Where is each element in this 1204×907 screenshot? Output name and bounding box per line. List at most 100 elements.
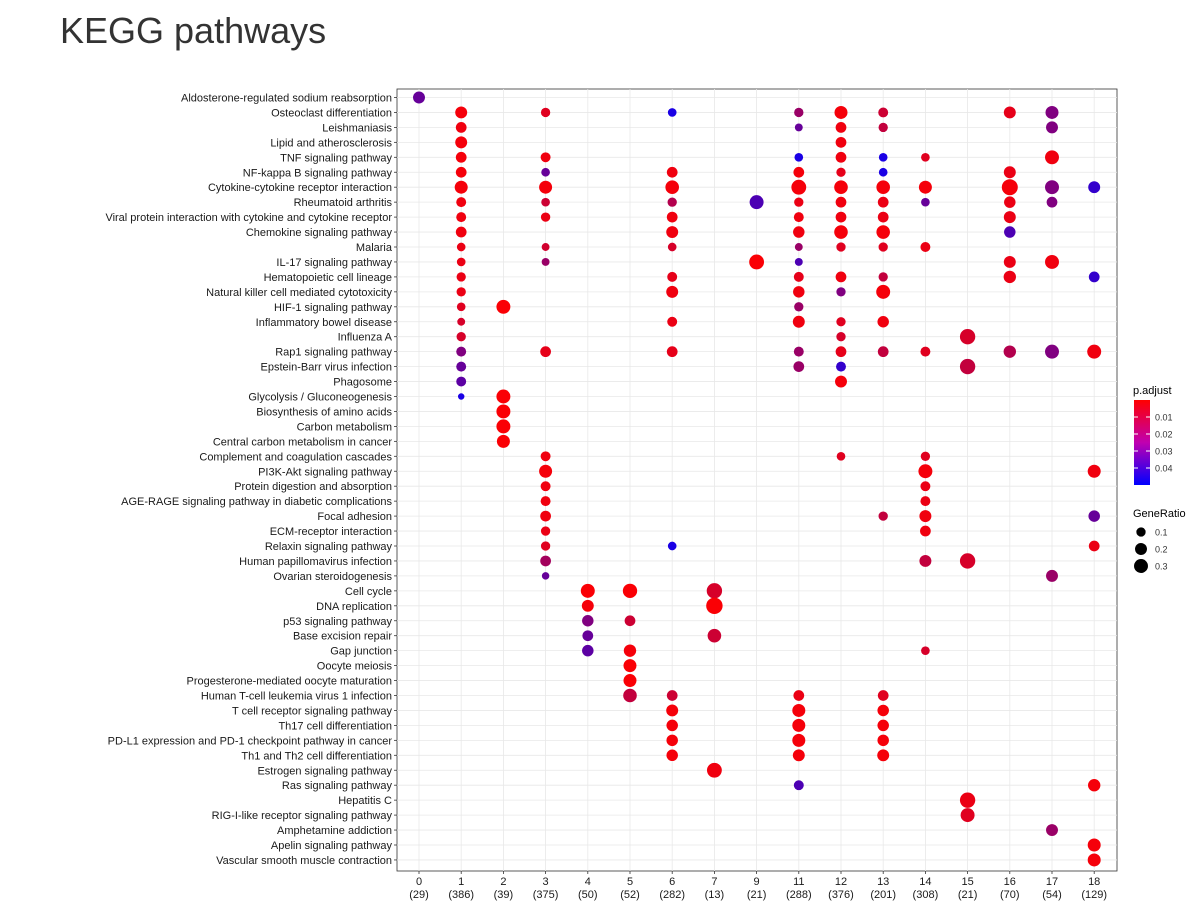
- data-point: [665, 180, 679, 194]
- color-legend: p.adjust 0.01 0.02 0.03 0.04: [1133, 385, 1173, 485]
- data-point: [666, 704, 679, 717]
- data-point: [793, 212, 804, 223]
- x-tick-label: 2: [500, 876, 506, 888]
- y-tick-label: Glycolysis / Gluconeogenesis: [248, 392, 392, 404]
- data-point: [793, 271, 804, 282]
- data-point: [456, 242, 466, 252]
- y-tick-label: T cell receptor signaling pathway: [232, 705, 392, 717]
- x-tick-label: 13: [877, 876, 889, 888]
- data-point: [1045, 344, 1059, 359]
- data-point: [667, 541, 677, 551]
- data-point: [541, 572, 550, 580]
- data-point: [667, 242, 677, 252]
- data-point: [793, 780, 804, 791]
- data-point: [878, 107, 889, 118]
- data-point: [541, 167, 550, 177]
- size-legend-dot: [1135, 543, 1147, 555]
- x-tick-count: (70): [1000, 889, 1020, 901]
- data-point: [706, 583, 723, 599]
- y-tick-label: Oocyte meiosis: [317, 661, 393, 673]
- size-legend-dot: [1136, 527, 1146, 537]
- data-point: [540, 346, 551, 358]
- data-point: [836, 451, 846, 461]
- size-legend-label: 0.2: [1155, 545, 1168, 555]
- data-point: [878, 272, 888, 282]
- x-tick-label: 0: [416, 876, 422, 888]
- data-point: [667, 108, 677, 117]
- x-tick-label: 4: [585, 876, 591, 888]
- data-point: [836, 242, 846, 252]
- data-point: [792, 703, 806, 717]
- data-point: [539, 180, 553, 194]
- data-point: [793, 690, 805, 701]
- data-point: [878, 167, 888, 177]
- data-point: [413, 91, 425, 104]
- data-point: [791, 179, 807, 195]
- y-tick-label: Human T-cell leukemia virus 1 infection: [201, 691, 392, 703]
- data-point: [622, 583, 638, 599]
- x-tick-count: (13): [705, 889, 725, 901]
- data-point: [835, 375, 847, 388]
- data-point: [456, 302, 466, 312]
- y-tick-label: Apelin signaling pathway: [271, 840, 393, 852]
- data-point: [707, 628, 722, 643]
- data-point: [1003, 211, 1016, 224]
- data-point: [456, 197, 467, 208]
- y-tick-label: Viral protein interaction with cytokine …: [105, 212, 392, 224]
- data-point: [456, 376, 467, 387]
- data-point: [457, 317, 466, 326]
- size-legend-dot: [1134, 559, 1148, 573]
- data-point: [836, 332, 846, 342]
- data-point: [540, 212, 551, 222]
- data-point: [666, 690, 678, 701]
- y-tick-label: Focal adhesion: [317, 511, 392, 523]
- data-point: [877, 316, 889, 328]
- data-point: [920, 242, 931, 252]
- data-point: [792, 718, 806, 732]
- data-point: [1045, 105, 1059, 119]
- y-tick-label: Progesterone-mediated oocyte maturation: [187, 676, 392, 688]
- data-point: [1088, 271, 1100, 283]
- data-point: [877, 211, 889, 223]
- color-legend-label: 0.01: [1155, 413, 1173, 423]
- color-legend-label: 0.03: [1155, 447, 1173, 457]
- data-point: [1004, 196, 1016, 208]
- data-point: [496, 404, 511, 419]
- color-legend-title: p.adjust: [1133, 385, 1172, 397]
- x-tick-label: 18: [1088, 876, 1100, 888]
- y-tick-label: Amphetamine addiction: [277, 825, 392, 837]
- data-point: [496, 299, 511, 314]
- y-tick-label: Protein digestion and absorption: [234, 481, 392, 493]
- data-point: [582, 644, 594, 657]
- y-tick-label: Th1 and Th2 cell differentiation: [241, 750, 392, 762]
- data-point: [794, 123, 803, 132]
- data-point: [920, 496, 931, 507]
- x-tick-count: (52): [620, 889, 640, 901]
- data-point: [455, 151, 467, 163]
- x-tick-label: 3: [543, 876, 549, 888]
- data-point: [1087, 838, 1101, 852]
- y-tick-label: Lipid and atherosclerosis: [270, 137, 392, 149]
- y-tick-label: Inflammatory bowel disease: [256, 317, 392, 329]
- x-tick-count: (308): [913, 889, 939, 901]
- data-point: [666, 226, 679, 239]
- data-point: [666, 719, 678, 732]
- y-tick-label: Phagosome: [333, 377, 392, 389]
- data-point: [836, 167, 846, 177]
- x-tick-label: 6: [669, 876, 675, 888]
- y-tick-label: Hepatitis C: [338, 795, 392, 807]
- y-tick-label: NF-kappa B signaling pathway: [243, 167, 393, 179]
- data-point: [793, 361, 805, 372]
- data-point: [876, 180, 890, 194]
- data-point: [877, 704, 889, 717]
- x-tick-count: (21): [747, 889, 767, 901]
- x-tick-count: (129): [1081, 889, 1107, 901]
- data-point: [1003, 255, 1016, 268]
- data-point: [835, 122, 847, 133]
- y-tick-label: Natural killer cell mediated cytotoxicit…: [206, 287, 392, 299]
- data-point: [1088, 540, 1100, 552]
- data-point: [540, 510, 551, 522]
- x-tick-label: 5: [627, 876, 633, 888]
- data-point: [667, 197, 677, 207]
- data-point: [835, 136, 847, 148]
